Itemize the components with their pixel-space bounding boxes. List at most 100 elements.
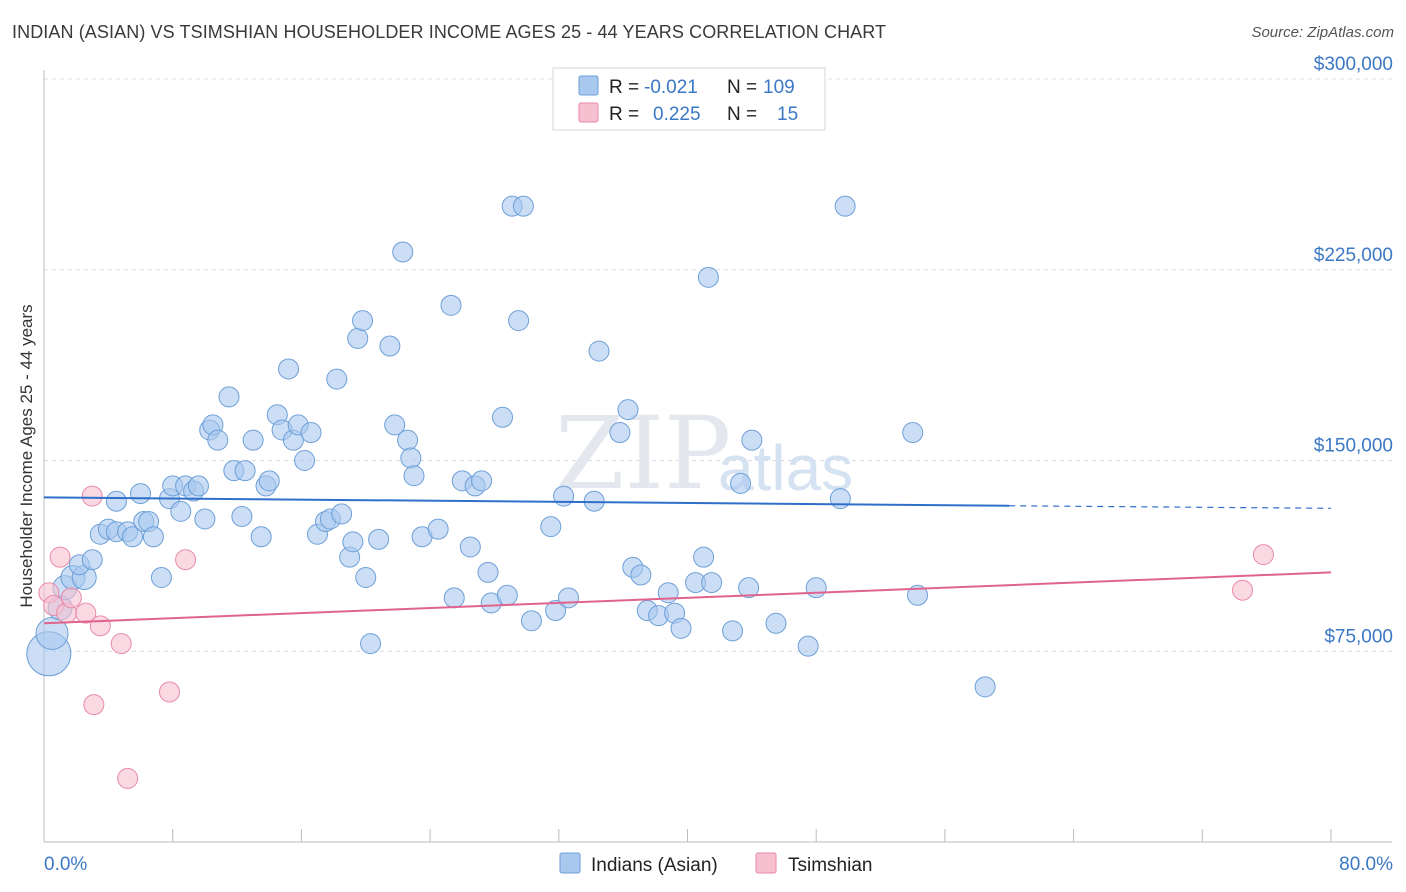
watermark-zip: ZIP xyxy=(555,395,731,512)
trend-lines xyxy=(43,496,1332,625)
legend-swatch-blue xyxy=(578,75,599,96)
y-axis-label: Householder Income Ages 25 - 44 years xyxy=(17,304,36,607)
point-indians-asian xyxy=(368,528,390,550)
trend-line-indians-asian xyxy=(43,496,1010,507)
point-indians-asian xyxy=(121,526,143,548)
point-indians-asian xyxy=(427,518,449,540)
x-tick-label-max: 80.0% xyxy=(1339,854,1393,875)
point-indians-asian xyxy=(81,549,103,571)
point-indians-asian xyxy=(326,368,348,390)
point-indians-asian xyxy=(342,531,364,553)
watermark: ZIP atlas xyxy=(555,395,853,512)
point-indians-asian xyxy=(231,505,253,527)
gridlines xyxy=(44,78,1392,652)
legend-swatch-pink xyxy=(578,102,599,123)
point-tsimshian xyxy=(1252,544,1274,566)
point-indians-asian xyxy=(609,422,631,444)
legend-n-value-2: 15 xyxy=(777,104,798,125)
point-indians-asian xyxy=(834,195,856,217)
point-indians-asian xyxy=(974,676,996,698)
point-indians-asian xyxy=(379,335,401,357)
point-indians-asian xyxy=(400,447,422,469)
point-tsimshian xyxy=(110,633,132,655)
point-indians-asian xyxy=(355,566,377,588)
point-indians-asian xyxy=(360,633,382,655)
point-indians-asian xyxy=(403,465,425,487)
series-legend: Indians (Asian) Tsimshian xyxy=(559,852,872,876)
point-tsimshian xyxy=(75,602,97,624)
point-indians-asian xyxy=(170,500,192,522)
point-indians-asian xyxy=(471,470,493,492)
point-indians-asian xyxy=(797,635,819,657)
point-indians-asian xyxy=(701,572,723,594)
bottom-legend-label-2: Tsimshian xyxy=(788,855,872,876)
point-indians-asian xyxy=(477,561,499,583)
legend-n-label-2: N = xyxy=(727,104,757,125)
point-indians-asian xyxy=(738,577,760,599)
point-indians-asian xyxy=(829,488,851,510)
point-indians-asian xyxy=(258,470,280,492)
y-axis-tick-labels: $75,000 $150,000 $225,000 $300,000 xyxy=(1314,54,1393,647)
point-indians-asian xyxy=(218,386,240,408)
point-tsimshian xyxy=(60,587,82,609)
point-indians-asian xyxy=(765,612,787,634)
point-indians-asian xyxy=(250,526,272,548)
series-indians-asian xyxy=(26,195,996,698)
correlation-legend: R = -0.021 N = 109 R = 0.225 N = 15 xyxy=(552,67,826,131)
point-indians-asian xyxy=(730,472,752,494)
point-indians-asian xyxy=(242,429,264,451)
point-indians-asian xyxy=(907,584,929,606)
point-indians-asian xyxy=(352,310,374,332)
y-tick-label: $75,000 xyxy=(1324,626,1393,647)
point-indians-asian xyxy=(545,600,567,622)
point-indians-asian xyxy=(331,503,353,525)
legend-r-value-1: -0.021 xyxy=(644,77,698,98)
legend-r-value-2: 0.225 xyxy=(653,104,701,125)
point-indians-asian xyxy=(130,483,152,505)
y-tick-label: $300,000 xyxy=(1314,54,1393,75)
y-tick-label: $150,000 xyxy=(1314,436,1393,457)
point-indians-asian xyxy=(617,399,639,421)
x-axis-ticks xyxy=(43,829,1332,842)
point-indians-asian xyxy=(440,294,462,316)
point-indians-asian xyxy=(553,485,575,507)
point-indians-asian xyxy=(520,610,542,632)
point-indians-asian xyxy=(540,516,562,538)
point-indians-asian xyxy=(278,358,300,380)
point-indians-asian xyxy=(630,564,652,586)
axes xyxy=(43,70,1392,843)
point-indians-asian xyxy=(512,195,534,217)
legend-r-label-2: R = xyxy=(609,104,639,125)
point-indians-asian xyxy=(459,536,481,558)
point-indians-asian xyxy=(397,429,419,451)
trend-line-indians-asian-extension xyxy=(1009,505,1332,509)
point-tsimshian xyxy=(158,681,180,703)
point-indians-asian xyxy=(693,546,715,568)
point-tsimshian xyxy=(81,485,103,507)
y-tick-label: $225,000 xyxy=(1314,245,1393,266)
point-indians-asian xyxy=(557,587,579,609)
point-indians-asian xyxy=(392,241,414,263)
point-tsimshian xyxy=(117,767,139,789)
point-indians-asian xyxy=(300,422,322,444)
x-tick-label-min: 0.0% xyxy=(44,854,87,875)
point-indians-asian xyxy=(234,460,256,482)
point-indians-asian xyxy=(294,450,316,471)
legend-n-label-1: N = xyxy=(727,77,757,98)
point-indians-asian xyxy=(805,577,827,599)
point-tsimshian xyxy=(83,694,105,716)
point-indians-asian xyxy=(105,490,127,512)
point-tsimshian xyxy=(49,546,71,568)
point-tsimshian xyxy=(175,549,197,571)
point-tsimshian xyxy=(89,615,111,637)
point-indians-asian xyxy=(697,266,719,288)
point-indians-asian xyxy=(150,566,172,588)
point-indians-asian xyxy=(491,406,513,428)
bottom-legend-swatch-blue xyxy=(559,852,581,874)
point-indians-asian xyxy=(670,617,692,639)
legend-n-value-1: 109 xyxy=(763,77,795,98)
point-indians-asian xyxy=(194,508,216,530)
point-indians-asian xyxy=(496,584,518,606)
bottom-legend-label-1: Indians (Asian) xyxy=(591,855,718,876)
